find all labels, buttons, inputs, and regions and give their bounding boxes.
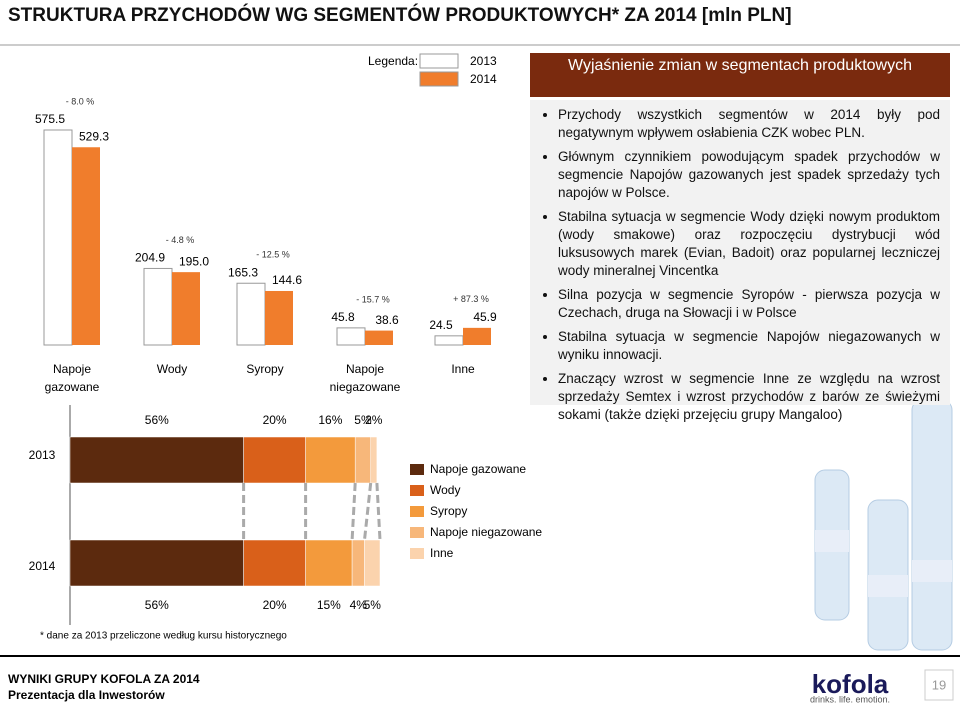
segment	[243, 436, 306, 484]
segment-label: 20%	[263, 598, 287, 612]
legend-label: Napoje niegazowane	[430, 525, 542, 539]
value-label: 45.9	[473, 310, 497, 324]
segment	[351, 539, 365, 587]
value-label: 165.3	[228, 265, 258, 279]
legend-swatch	[410, 527, 424, 538]
segment-label: 5%	[364, 598, 382, 612]
bar	[143, 267, 173, 346]
bar	[365, 330, 393, 345]
change-label: - 15.7 %	[356, 294, 390, 304]
bar	[172, 272, 200, 345]
logo: kofola	[812, 669, 889, 699]
legend-label: Napoje gazowane	[430, 462, 526, 476]
segment-label: 20%	[263, 413, 287, 427]
legend-swatch	[410, 485, 424, 496]
legend-swatch	[410, 464, 424, 475]
segment-label: 16%	[318, 413, 342, 427]
bar	[43, 129, 73, 346]
connector	[375, 482, 382, 541]
change-label: - 12.5 %	[256, 250, 290, 260]
value-label: 195.0	[179, 254, 209, 268]
slogan: drinks. life. emotion.	[810, 694, 890, 704]
x-tick-label: Inne	[451, 362, 475, 376]
bullet: Stabilna sytuacja w segmencie Wody dzięk…	[558, 208, 940, 280]
legend-title: Legenda:	[368, 54, 418, 68]
panel: Przychody wszystkich segmentów w 2014 by…	[530, 100, 950, 422]
value-label: 24.5	[429, 318, 453, 332]
footnote: * dane za 2013 przeliczone według kursu …	[40, 631, 287, 642]
legend-swatch	[419, 71, 459, 87]
value-label: 204.9	[135, 251, 165, 265]
segment	[243, 539, 306, 587]
segment-label: 2%	[365, 413, 383, 427]
footer-line2: Prezentacja dla Inwestorów	[8, 688, 165, 702]
change-label: + 87.3 %	[453, 294, 489, 304]
value-label: 529.3	[79, 129, 109, 143]
segment-label: 5%	[354, 413, 372, 427]
bar	[463, 327, 491, 345]
x-tick-label: Syropy	[246, 362, 283, 376]
connector	[350, 482, 357, 541]
page-number: 19	[932, 677, 946, 692]
bar	[72, 147, 100, 345]
bullet: Silna pozycja w segmencie Syropów - pier…	[558, 286, 940, 322]
segment	[354, 436, 371, 484]
footer-line1: WYNIKI GRUPY KOFOLA ZA 2014	[8, 672, 200, 686]
slide-title: STRUKTURA PRZYCHODÓW WG SEGMENTÓW PRODUK…	[8, 4, 792, 26]
bar	[236, 282, 266, 346]
value-label: 45.8	[331, 310, 355, 324]
bottles	[814, 399, 953, 651]
bar	[336, 327, 366, 346]
value-label: 575.5	[35, 112, 65, 126]
change-label: - 8.0 %	[66, 96, 95, 106]
legend-label: Wody	[430, 483, 460, 497]
bullet: Głównym czynnikiem powodującym spadek pr…	[558, 148, 940, 202]
category-label: 2013	[29, 448, 56, 462]
bullet: Przychody wszystkich segmentów w 2014 by…	[558, 106, 940, 142]
segment	[305, 539, 353, 587]
legend-label: 2013	[470, 54, 497, 68]
segment-label: 56%	[145, 598, 169, 612]
segment	[69, 539, 244, 587]
legend-label: 2014	[470, 72, 497, 86]
legend-swatch	[419, 53, 459, 69]
segment-label: 15%	[317, 598, 341, 612]
value-label: 38.6	[375, 313, 399, 327]
segment-label: 4%	[350, 598, 368, 612]
bar	[434, 335, 464, 346]
bullet-list: Przychody wszystkich segmentów w 2014 by…	[558, 106, 940, 424]
change-label: - 4.8 %	[166, 235, 195, 245]
segment-label: 56%	[145, 413, 169, 427]
legend-swatch	[410, 506, 424, 517]
connector	[363, 482, 373, 541]
page-box	[924, 669, 954, 701]
segment	[305, 436, 356, 484]
x-tick-label: Napoje niegazowane	[330, 362, 401, 394]
segment	[69, 436, 244, 484]
panel-title: Wyjaśnienie zmian w segmentach produktow…	[530, 53, 950, 97]
segment	[370, 436, 378, 484]
legend-label: Syropy	[430, 504, 467, 518]
x-tick-label: Wody	[157, 362, 187, 376]
legend-swatch	[410, 548, 424, 559]
bullet: Znaczący wzrost w segmencie Inne ze wzgl…	[558, 370, 940, 424]
x-tick-label: Napoje gazowane	[45, 362, 100, 394]
bullet: Stabilna sytuacja w segmencie Napojów ni…	[558, 328, 940, 364]
bar	[265, 290, 293, 345]
value-label: 144.6	[272, 273, 302, 287]
category-label: 2014	[29, 559, 56, 573]
legend-label: Inne	[430, 546, 454, 560]
segment	[364, 539, 381, 587]
